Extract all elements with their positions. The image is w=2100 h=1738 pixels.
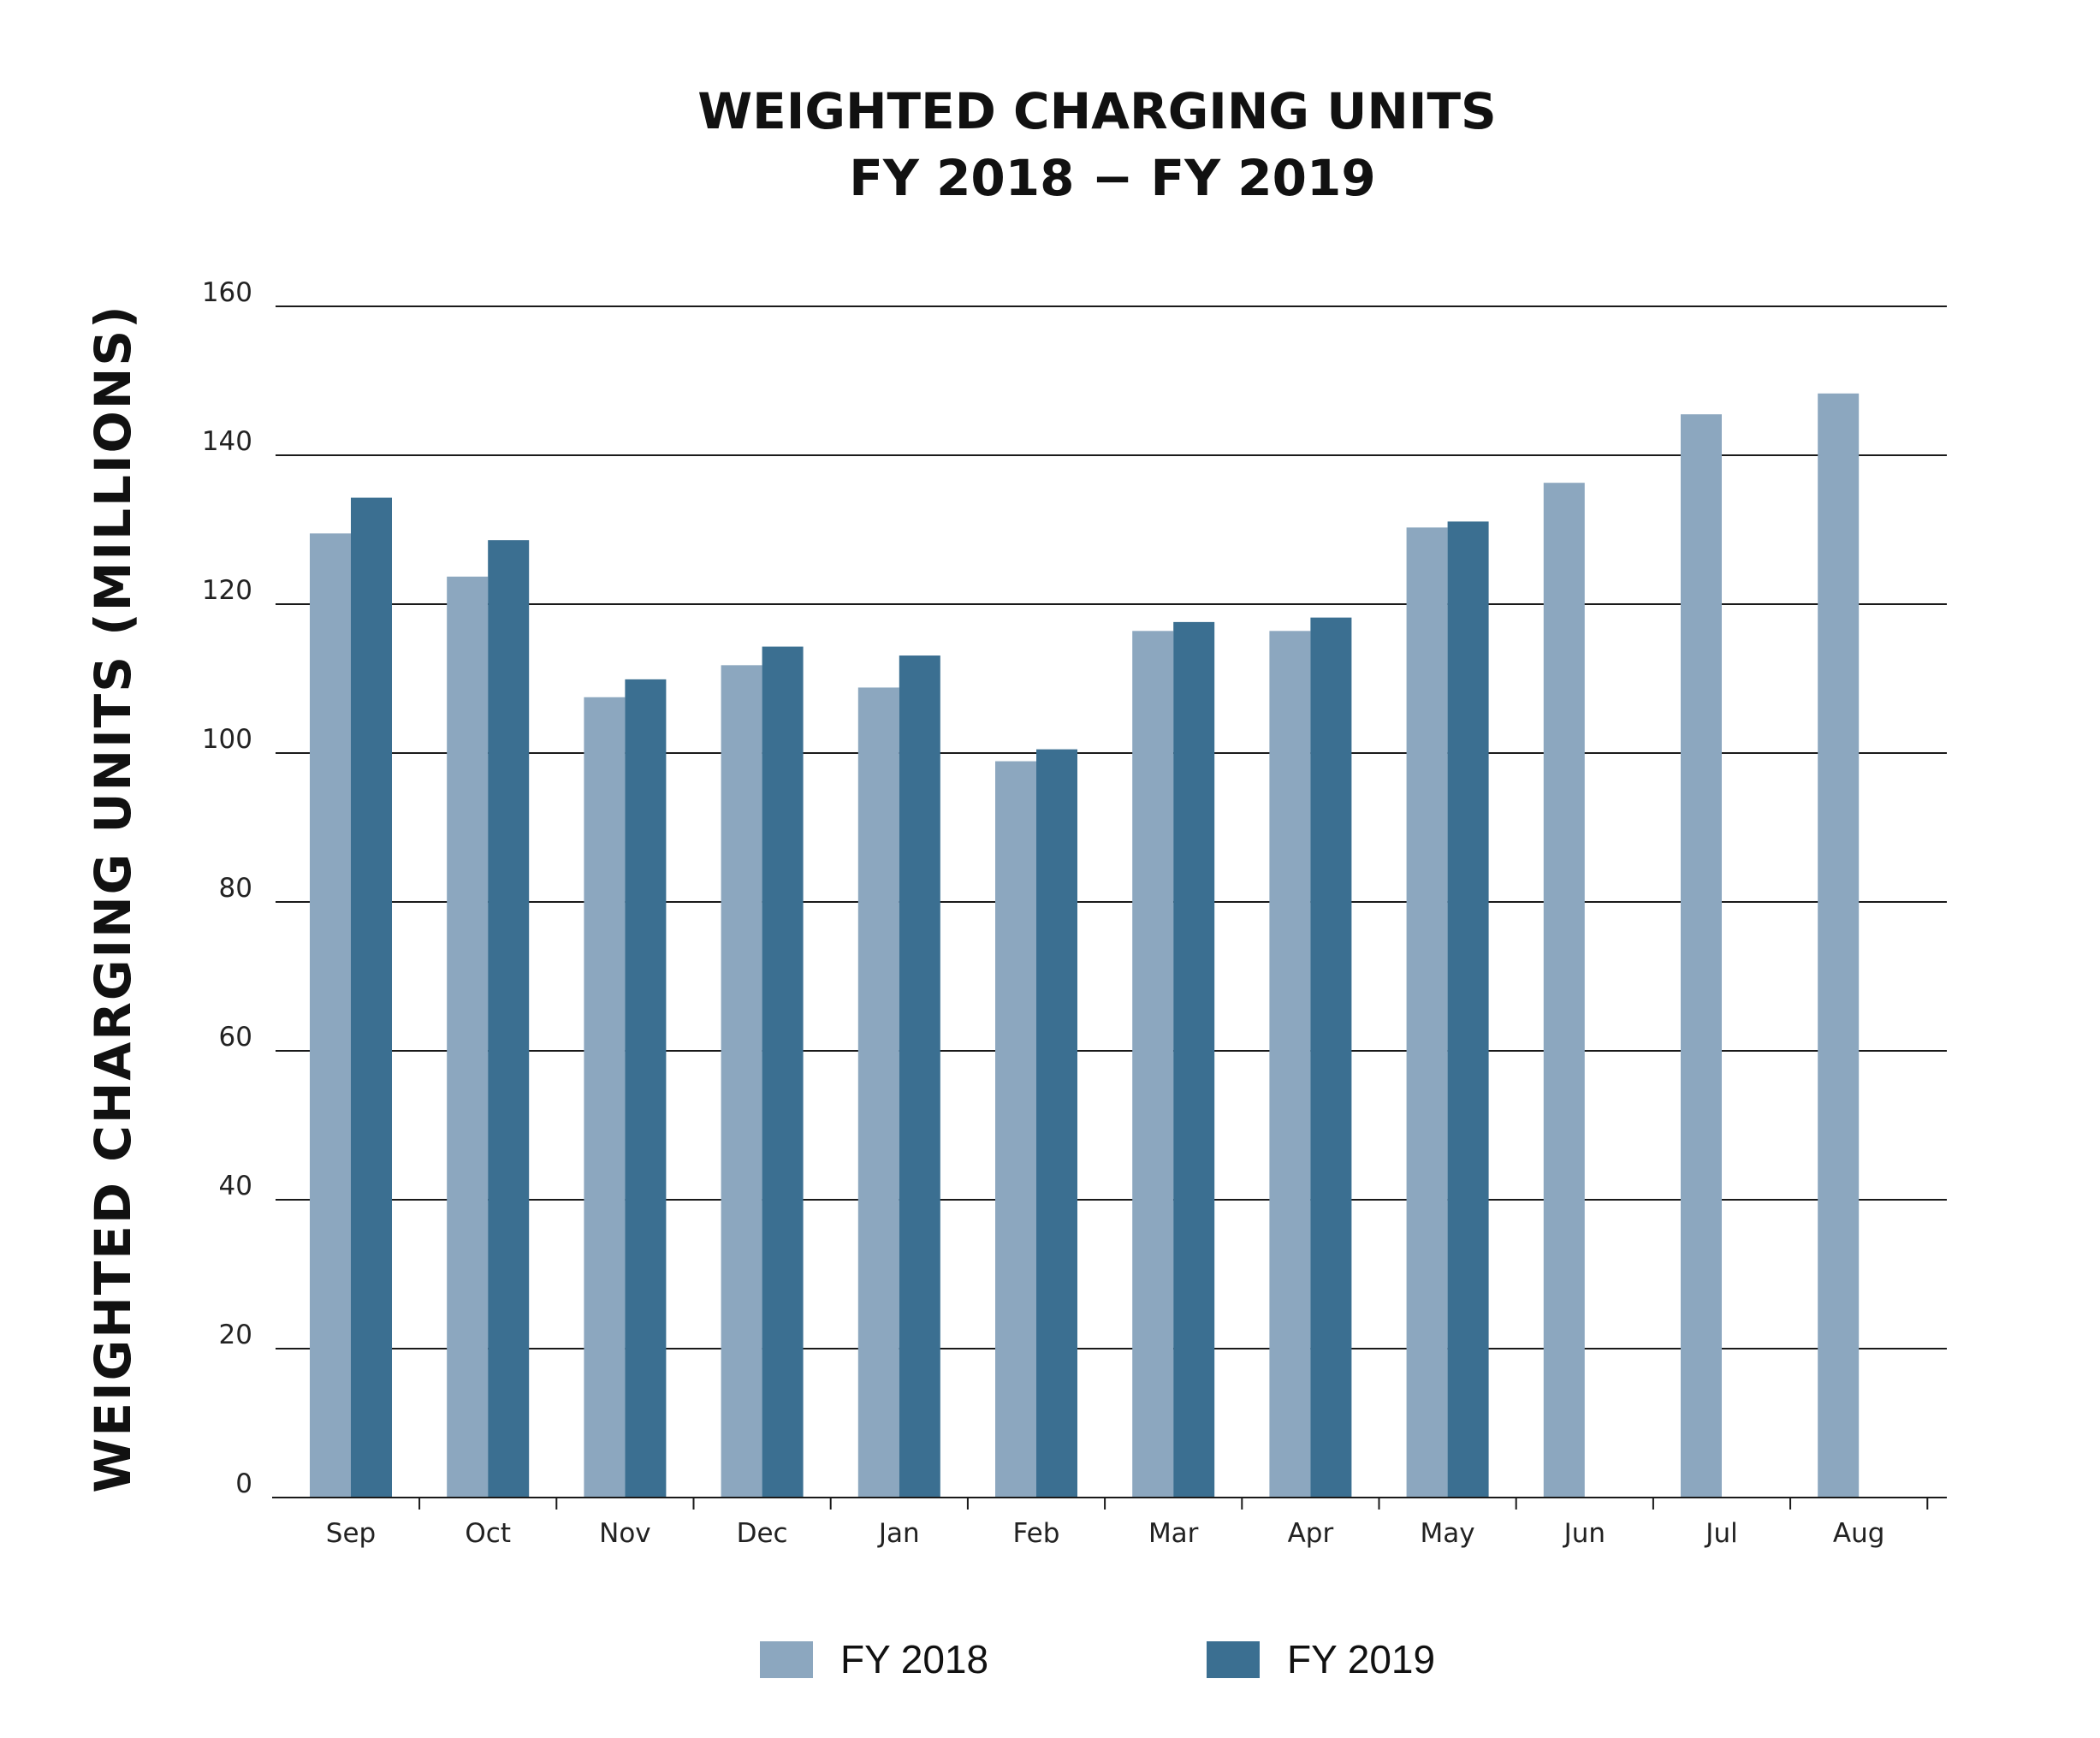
bar-fy-2018-jul <box>1681 414 1722 1498</box>
y-axis-label: WEIGHTED CHARGING UNITS (MILLIONS) <box>84 304 142 1492</box>
bar-fy-2018-nov <box>584 697 626 1498</box>
y-tick-label-20: 20 <box>219 1320 252 1350</box>
bar-fy-2019-jan <box>899 655 940 1498</box>
bar-fy-2018-jun <box>1543 483 1585 1498</box>
legend-label-fy-2018: FY 2018 <box>840 1637 988 1682</box>
bar-fy-2018-sep <box>310 533 351 1498</box>
y-tick-label-60: 60 <box>219 1022 252 1053</box>
x-tick-label-feb: Feb <box>1013 1518 1060 1549</box>
bar-fy-2018-apr <box>1269 631 1311 1498</box>
chart-title-line-2: FY 2018 − FY 2019 <box>849 149 1375 207</box>
y-tick-label-100: 100 <box>202 724 252 755</box>
x-tick-label-sep: Sep <box>326 1518 376 1549</box>
y-tick-label-80: 80 <box>219 873 252 904</box>
legend-label-fy-2019: FY 2019 <box>1287 1637 1435 1682</box>
gridlines <box>276 305 1947 1349</box>
bar-fy-2019-apr <box>1310 617 1352 1498</box>
x-tick-labels: Sep Oct Nov Dec Jan Feb Mar Apr May Jun Jul Aug <box>326 1518 1885 1549</box>
bar-fy-2018-mar <box>1132 631 1174 1498</box>
y-tick-label-120: 120 <box>202 575 252 606</box>
x-tick-label-jan: Jan <box>877 1518 920 1549</box>
y-tick-label-140: 140 <box>202 426 252 457</box>
x-tick-label-mar: Mar <box>1148 1518 1199 1549</box>
x-tick-label-apr: Apr <box>1288 1518 1334 1549</box>
bar-fy-2019-dec <box>762 646 804 1498</box>
y-tick-label-0: 0 <box>235 1468 252 1499</box>
y-tick-label-160: 160 <box>202 277 252 308</box>
x-tick-label-jul: Jul <box>1704 1518 1737 1549</box>
bar-fy-2019-nov <box>625 679 667 1498</box>
bar-fy-2019-oct <box>488 540 530 1498</box>
x-tick-label-oct: Oct <box>465 1518 511 1549</box>
bar-fy-2019-mar <box>1173 621 1215 1498</box>
x-axis <box>272 1497 1947 1510</box>
bar-fy-2018-aug <box>1818 393 1860 1498</box>
bar-fy-2018-oct <box>447 576 489 1498</box>
bars <box>310 393 1860 1498</box>
bar-fy-2019-may <box>1447 521 1489 1498</box>
x-tick-label-may: May <box>1421 1518 1475 1549</box>
legend-swatch-fy-2019 <box>1207 1641 1260 1678</box>
x-tick-label-aug: Aug <box>1833 1518 1885 1549</box>
y-tick-labels: 0 20 40 60 80 100 120 140 160 <box>202 277 252 1499</box>
x-tick-label-nov: Nov <box>599 1518 651 1549</box>
bar-fy-2018-may <box>1406 527 1448 1498</box>
x-tick-label-jun: Jun <box>1563 1518 1605 1549</box>
x-tick-label-dec: Dec <box>737 1518 788 1549</box>
bar-fy-2018-feb <box>995 761 1036 1498</box>
y-tick-label-40: 40 <box>219 1171 252 1201</box>
chart-title-line-1: WEIGHTED CHARGING UNITS <box>697 82 1497 140</box>
bar-fy-2018-dec <box>721 665 762 1498</box>
legend: FY 2018 FY 2019 <box>760 1637 1435 1682</box>
bar-fy-2018-jan <box>857 687 899 1498</box>
bar-fy-2019-sep <box>351 497 392 1498</box>
bar-fy-2019-feb <box>1036 749 1077 1498</box>
legend-swatch-fy-2018 <box>760 1641 813 1678</box>
